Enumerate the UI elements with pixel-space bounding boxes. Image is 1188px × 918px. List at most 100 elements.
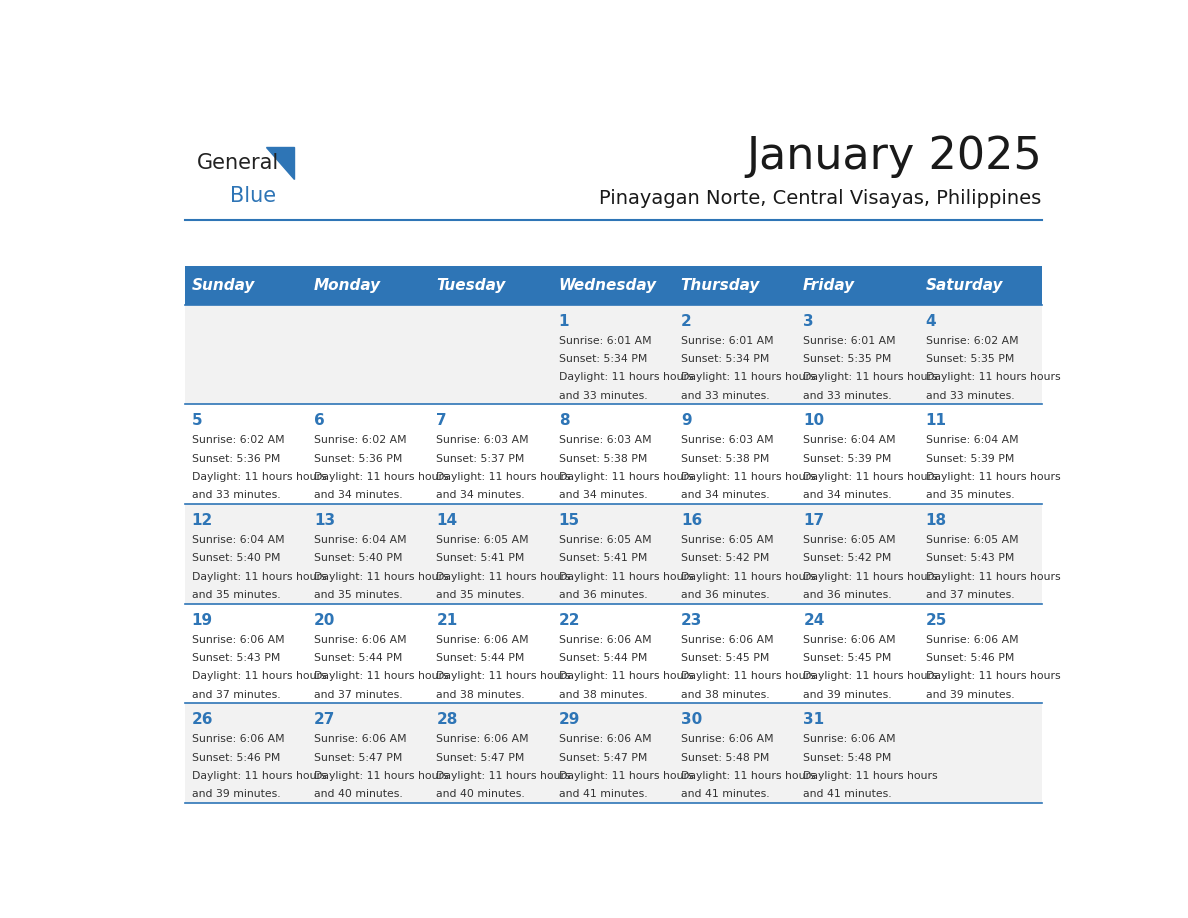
Text: Sunset: 5:41 PM: Sunset: 5:41 PM <box>558 554 647 564</box>
Text: Daylight: 11 hours hours: Daylight: 11 hours hours <box>436 771 571 781</box>
Text: 22: 22 <box>558 612 580 628</box>
Text: 14: 14 <box>436 513 457 528</box>
Text: Saturday: Saturday <box>925 277 1003 293</box>
Bar <box>308 603 430 703</box>
Text: Sunset: 5:35 PM: Sunset: 5:35 PM <box>925 354 1015 364</box>
Text: Daylight: 11 hours hours: Daylight: 11 hours hours <box>681 472 816 482</box>
Text: 12: 12 <box>191 513 213 528</box>
Text: Sunset: 5:48 PM: Sunset: 5:48 PM <box>803 753 892 763</box>
Bar <box>430 603 552 703</box>
Text: Sunrise: 6:03 AM: Sunrise: 6:03 AM <box>681 435 773 445</box>
Text: Daylight: 11 hours hours: Daylight: 11 hours hours <box>558 671 694 681</box>
Text: Sunrise: 6:05 AM: Sunrise: 6:05 AM <box>558 535 651 545</box>
Text: Sunrise: 6:06 AM: Sunrise: 6:06 AM <box>436 734 529 744</box>
Bar <box>675 703 797 803</box>
Text: 17: 17 <box>803 513 824 528</box>
Text: Sunrise: 6:01 AM: Sunrise: 6:01 AM <box>558 336 651 346</box>
Bar <box>797 305 920 404</box>
Bar <box>552 404 675 504</box>
Text: and 34 minutes.: and 34 minutes. <box>803 490 892 500</box>
Text: Daylight: 11 hours hours: Daylight: 11 hours hours <box>681 671 816 681</box>
Text: 6: 6 <box>314 413 324 429</box>
Text: 15: 15 <box>558 513 580 528</box>
Text: 30: 30 <box>681 712 702 727</box>
Text: Daylight: 11 hours hours: Daylight: 11 hours hours <box>925 472 1061 482</box>
Text: Sunset: 5:40 PM: Sunset: 5:40 PM <box>191 554 280 564</box>
Text: Sunrise: 6:06 AM: Sunrise: 6:06 AM <box>436 634 529 644</box>
Text: Daylight: 11 hours hours: Daylight: 11 hours hours <box>314 671 449 681</box>
Text: Daylight: 11 hours hours: Daylight: 11 hours hours <box>191 572 327 582</box>
Bar <box>797 603 920 703</box>
Text: Daylight: 11 hours hours: Daylight: 11 hours hours <box>191 472 327 482</box>
Text: and 34 minutes.: and 34 minutes. <box>314 490 403 500</box>
Text: 2: 2 <box>681 314 691 329</box>
Bar <box>552 603 675 703</box>
Text: and 36 minutes.: and 36 minutes. <box>558 590 647 600</box>
Text: and 39 minutes.: and 39 minutes. <box>925 689 1015 700</box>
Text: Sunset: 5:35 PM: Sunset: 5:35 PM <box>803 354 892 364</box>
Text: and 35 minutes.: and 35 minutes. <box>436 590 525 600</box>
Bar <box>430 305 552 404</box>
Bar <box>675 504 797 603</box>
Text: Sunset: 5:37 PM: Sunset: 5:37 PM <box>436 453 525 464</box>
Bar <box>552 703 675 803</box>
Text: and 34 minutes.: and 34 minutes. <box>558 490 647 500</box>
Text: and 38 minutes.: and 38 minutes. <box>436 689 525 700</box>
Text: 20: 20 <box>314 612 335 628</box>
Text: 1: 1 <box>558 314 569 329</box>
Text: 4: 4 <box>925 314 936 329</box>
Text: and 37 minutes.: and 37 minutes. <box>925 590 1015 600</box>
Text: Sunrise: 6:02 AM: Sunrise: 6:02 AM <box>314 435 406 445</box>
Text: Sunrise: 6:06 AM: Sunrise: 6:06 AM <box>558 634 651 644</box>
Text: 31: 31 <box>803 712 824 727</box>
Text: Daylight: 11 hours hours: Daylight: 11 hours hours <box>314 572 449 582</box>
Bar <box>185 603 308 703</box>
Text: General: General <box>196 153 279 174</box>
Text: and 33 minutes.: and 33 minutes. <box>191 490 280 500</box>
Text: Sunrise: 6:02 AM: Sunrise: 6:02 AM <box>925 336 1018 346</box>
Text: Sunrise: 6:06 AM: Sunrise: 6:06 AM <box>314 734 406 744</box>
Text: and 36 minutes.: and 36 minutes. <box>803 590 892 600</box>
Text: 16: 16 <box>681 513 702 528</box>
Text: Sunset: 5:41 PM: Sunset: 5:41 PM <box>436 554 525 564</box>
Text: Daylight: 11 hours hours: Daylight: 11 hours hours <box>803 373 939 383</box>
Text: and 37 minutes.: and 37 minutes. <box>314 689 403 700</box>
Text: and 38 minutes.: and 38 minutes. <box>558 689 647 700</box>
Text: Sunrise: 6:01 AM: Sunrise: 6:01 AM <box>681 336 773 346</box>
Text: Sunrise: 6:01 AM: Sunrise: 6:01 AM <box>803 336 896 346</box>
Text: Sunrise: 6:06 AM: Sunrise: 6:06 AM <box>925 634 1018 644</box>
Text: Sunset: 5:44 PM: Sunset: 5:44 PM <box>436 653 525 663</box>
Text: Sunrise: 6:06 AM: Sunrise: 6:06 AM <box>314 634 406 644</box>
Bar <box>675 265 797 305</box>
Text: Daylight: 11 hours hours: Daylight: 11 hours hours <box>803 572 939 582</box>
Text: Sunrise: 6:05 AM: Sunrise: 6:05 AM <box>681 535 773 545</box>
Text: Sunset: 5:46 PM: Sunset: 5:46 PM <box>191 753 280 763</box>
Text: Sunset: 5:34 PM: Sunset: 5:34 PM <box>681 354 770 364</box>
Text: Daylight: 11 hours hours: Daylight: 11 hours hours <box>925 373 1061 383</box>
Text: Sunset: 5:48 PM: Sunset: 5:48 PM <box>681 753 770 763</box>
Text: 7: 7 <box>436 413 447 429</box>
Text: 11: 11 <box>925 413 947 429</box>
Text: and 41 minutes.: and 41 minutes. <box>558 789 647 800</box>
Text: and 37 minutes.: and 37 minutes. <box>191 689 280 700</box>
Text: Sunrise: 6:06 AM: Sunrise: 6:06 AM <box>803 634 896 644</box>
Text: Daylight: 11 hours hours: Daylight: 11 hours hours <box>925 572 1061 582</box>
Text: Daylight: 11 hours hours: Daylight: 11 hours hours <box>558 373 694 383</box>
Text: Sunrise: 6:06 AM: Sunrise: 6:06 AM <box>191 634 284 644</box>
Text: 13: 13 <box>314 513 335 528</box>
Text: and 41 minutes.: and 41 minutes. <box>681 789 770 800</box>
Text: Blue: Blue <box>229 186 276 207</box>
Text: Sunset: 5:43 PM: Sunset: 5:43 PM <box>925 554 1015 564</box>
Bar <box>308 703 430 803</box>
Text: 9: 9 <box>681 413 691 429</box>
Text: Sunrise: 6:06 AM: Sunrise: 6:06 AM <box>681 634 773 644</box>
Bar <box>797 404 920 504</box>
Text: Daylight: 11 hours hours: Daylight: 11 hours hours <box>925 671 1061 681</box>
Text: Sunset: 5:47 PM: Sunset: 5:47 PM <box>314 753 403 763</box>
Bar <box>920 305 1042 404</box>
Text: Pinayagan Norte, Central Visayas, Philippines: Pinayagan Norte, Central Visayas, Philip… <box>599 189 1042 208</box>
Bar <box>797 703 920 803</box>
Text: and 34 minutes.: and 34 minutes. <box>436 490 525 500</box>
Bar <box>920 703 1042 803</box>
Text: Wednesday: Wednesday <box>558 277 657 293</box>
